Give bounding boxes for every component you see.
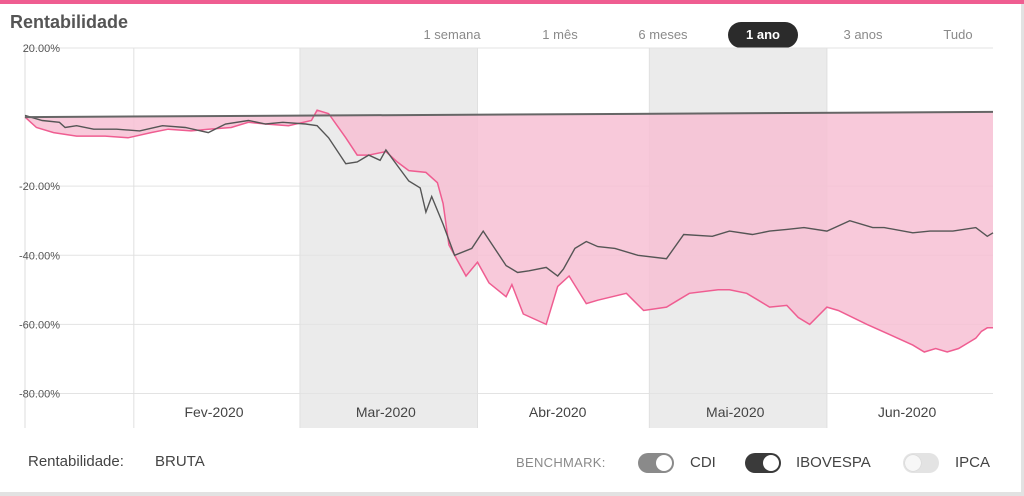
rentabilidade-value[interactable]: BRUTA (155, 453, 205, 470)
frame-right-edge (1021, 4, 1024, 496)
ibovespa-line (24, 114, 994, 277)
y-tick-label: 20.00% (23, 43, 61, 55)
frame-bottom-edge (0, 492, 1024, 496)
returns-chart: 20.00% -20.00% -40.00% -60.00% -80.00% Fev-20… (19, 43, 994, 428)
range-tab-all[interactable]: Tudo (943, 27, 973, 42)
y-tick-label: -20.00% (19, 181, 60, 193)
ipca-label: IPCA (955, 454, 991, 471)
ibovespa-label: IBOVESPA (796, 454, 871, 471)
panel-title: Rentabilidade (10, 12, 129, 32)
ibovespa-toggle-knob (763, 455, 779, 471)
range-tab-6-months[interactable]: 6 meses (638, 27, 688, 42)
range-tab-1-year[interactable]: 1 ano (728, 22, 798, 48)
range-tab-3-years[interactable]: 3 anos (843, 27, 883, 42)
fund-line (24, 109, 993, 353)
fund-area (25, 110, 993, 352)
rentabilidade-label: Rentabilidade: (28, 453, 124, 470)
x-tick-label: Jun-2020 (878, 404, 937, 420)
ipca-toggle[interactable] (903, 453, 939, 473)
ibovespa-toggle[interactable] (745, 453, 781, 473)
time-range-tabs: 1 semana 1 mês 6 meses 1 ano 3 anos Tudo (400, 22, 1000, 48)
range-tab-1-month[interactable]: 1 mês (542, 27, 578, 42)
x-tick-label: Mai-2020 (706, 404, 765, 420)
x-tick-label: Mar-2020 (356, 404, 416, 420)
benchmark-label: BENCHMARK: (516, 455, 606, 470)
cdi-line (24, 110, 994, 119)
y-tick-label: -80.00% (19, 388, 60, 400)
cdi-toggle-knob (656, 455, 672, 471)
top-accent-bar (0, 0, 1024, 4)
ipca-toggle-knob (905, 455, 921, 471)
cdi-label: CDI (690, 454, 716, 471)
y-tick-label: -60.00% (19, 319, 60, 331)
x-tick-label: Fev-2020 (184, 404, 243, 420)
cdi-toggle[interactable] (638, 453, 674, 473)
y-tick-label: -40.00% (19, 250, 60, 262)
range-tab-1-week[interactable]: 1 semana (423, 27, 481, 42)
x-tick-label: Abr-2020 (529, 404, 587, 420)
